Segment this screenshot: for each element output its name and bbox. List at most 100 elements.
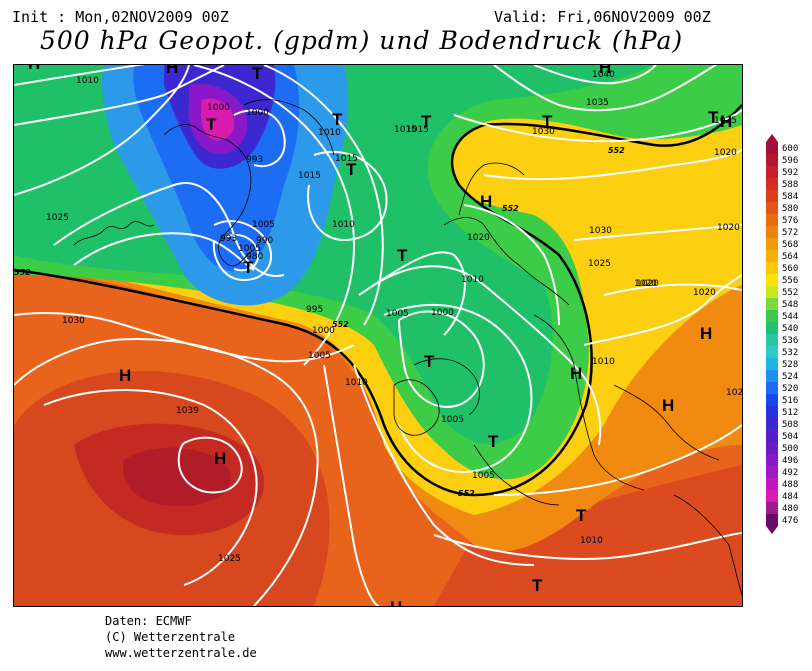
legend-swatch <box>766 154 778 166</box>
legend-swatch <box>766 262 778 274</box>
legend-tick-label: 496 <box>782 456 798 466</box>
pressure-label: 1005 <box>441 415 464 425</box>
pressure-label: 995 <box>306 305 323 315</box>
high-marker: H <box>480 192 492 211</box>
legend-swatch <box>766 430 778 442</box>
legend-swatch <box>766 490 778 502</box>
legend-swatch <box>766 178 778 190</box>
legend-swatch <box>766 274 778 286</box>
pressure-label: 1025 <box>714 116 737 126</box>
low-marker: T <box>542 112 553 131</box>
pressure-label: 1005 <box>238 244 261 254</box>
pressure-label: 993 <box>246 155 263 165</box>
legend-swatch <box>766 406 778 418</box>
legend-swatch <box>766 370 778 382</box>
pressure-label: 990 <box>256 236 273 246</box>
legend-swatch <box>766 322 778 334</box>
legend-swatch <box>766 382 778 394</box>
legend-swatch <box>766 286 778 298</box>
legend-swatch <box>766 502 778 514</box>
legend-tick-label: 488 <box>782 480 798 490</box>
high-marker: H <box>390 598 402 606</box>
high-marker: H <box>28 65 40 73</box>
legend-swatch <box>766 454 778 466</box>
pressure-label: 1000 <box>431 308 454 318</box>
map-canvas: 1010 1000 1000 1010 1015 1015 1015 993 1… <box>14 65 742 606</box>
legend-tick-label: 556 <box>782 276 798 286</box>
contour-labels: 552 552 552 552 552 <box>14 146 625 498</box>
pressure-label: 1020 <box>714 148 737 158</box>
legend-swatch <box>766 298 778 310</box>
legend-swatch <box>766 466 778 478</box>
legend-tick-label: 508 <box>782 420 798 430</box>
low-marker: T <box>346 160 357 179</box>
init-time: Init : Mon,02NOV2009 00Z <box>12 8 229 26</box>
legend-swatch <box>766 214 778 226</box>
low-marker: T <box>243 258 254 277</box>
pressure-label: 1015 <box>298 171 321 181</box>
pressure-label: 1020 <box>467 233 490 243</box>
legend-tick-label: 584 <box>782 192 798 202</box>
copyright: (C) Wetterzentrale <box>105 630 236 644</box>
low-marker: T <box>708 108 719 127</box>
legend-swatch <box>766 310 778 322</box>
chart-title: 500 hPa Geopot. (gpdm) und Bodendruck (h… <box>40 26 684 55</box>
pressure-label: 1020 <box>726 388 742 398</box>
legend-tick-label: 560 <box>782 264 798 274</box>
pressure-label: 1040 <box>592 70 615 80</box>
low-marker: T <box>332 110 343 129</box>
low-marker: T <box>206 115 217 134</box>
legend-swatch <box>766 142 778 154</box>
legend-swatch <box>766 346 778 358</box>
legend-swatch <box>766 478 778 490</box>
pressure-systems: H T T T T T T T T H H H H T T H H H T H … <box>28 65 732 606</box>
low-marker: T <box>252 65 263 83</box>
legend-tick-label: 520 <box>782 384 798 394</box>
high-marker: H <box>700 324 712 343</box>
pressure-label: 1015 <box>394 125 417 135</box>
legend-tick-label: 504 <box>782 432 798 442</box>
south-warm <box>434 465 742 606</box>
pressure-label: 1005 <box>308 351 331 361</box>
isobars <box>14 65 742 606</box>
pressure-label: 1010 <box>461 275 484 285</box>
contour-label: 552 <box>502 204 519 213</box>
high-marker: H <box>166 65 178 77</box>
pressure-label: 1000 <box>312 326 335 336</box>
legend-tick-label: 544 <box>782 312 798 322</box>
pressure-label: 1035 <box>586 98 609 108</box>
pressure-label: 1005 <box>252 220 275 230</box>
legend-tick-label: 576 <box>782 216 798 226</box>
legend-tick-label: 476 <box>782 516 798 526</box>
legend-swatch <box>766 358 778 370</box>
high-marker: H <box>570 364 582 383</box>
color-legend: 600 596 592 588 584 580 576 572 568 564 560 556 552 5… <box>766 134 798 534</box>
legend-swatch <box>766 250 778 262</box>
legend-tick-label: 516 <box>782 396 798 406</box>
high-marker: H <box>599 65 611 77</box>
high-marker: H <box>119 366 131 385</box>
legend-tick-label: 500 <box>782 444 798 454</box>
pressure-label: 1025 <box>218 554 241 564</box>
pressure-label: 1010 <box>76 76 99 86</box>
legend-tick-label: 480 <box>782 504 798 514</box>
coastlines <box>73 99 742 596</box>
high-marker: H <box>720 112 732 131</box>
pressure-label: 1010 <box>318 128 341 138</box>
low-marker: T <box>576 506 587 525</box>
low-marker: T <box>397 246 408 265</box>
contour-label: 552 <box>608 146 625 155</box>
weather-map: 1010 1000 1000 1010 1015 1015 1015 993 1… <box>13 64 743 607</box>
contour-label: 552 <box>14 268 31 277</box>
pressure-label: 1005 <box>472 471 495 481</box>
legend-swatch <box>766 418 778 430</box>
pressure-label: 1030 <box>532 127 555 137</box>
high-marker: H <box>214 449 226 468</box>
legend-tick-label: 492 <box>782 468 798 478</box>
legend-swatch <box>766 394 778 406</box>
legend-tick-label: 548 <box>782 300 798 310</box>
legend-swatch <box>766 166 778 178</box>
legend-tick-label: 572 <box>782 228 798 238</box>
pressure-label: 1010 <box>592 357 615 367</box>
pressure-label: 1020 <box>693 288 716 298</box>
